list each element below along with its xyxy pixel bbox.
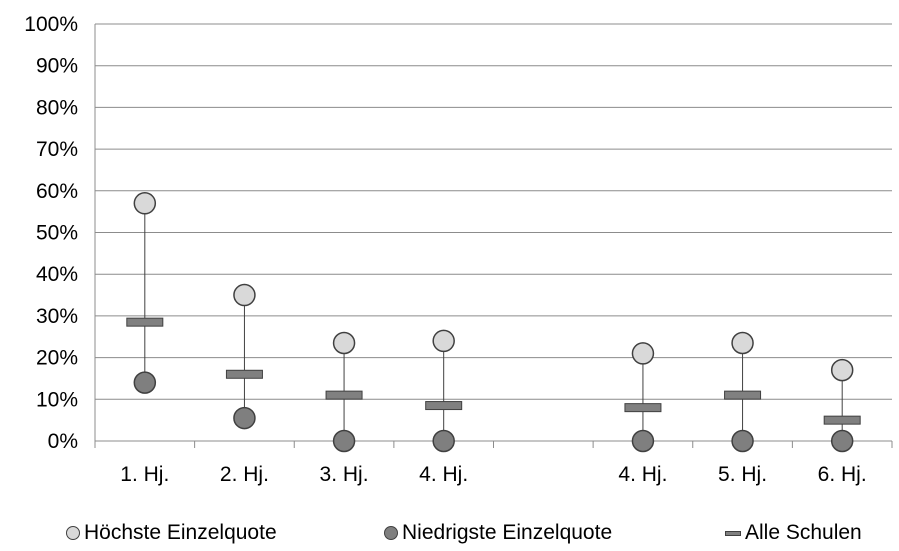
y-tick-label: 90% — [36, 55, 78, 78]
highest-point — [432, 329, 455, 353]
y-tick-label: 40% — [36, 263, 78, 286]
legend: Höchste Einzelquote Niedrigste Einzelquo… — [0, 518, 899, 551]
y-tick-label: 0% — [48, 430, 78, 453]
legend-item-all-schools: Alle Schulen — [725, 518, 862, 548]
all-schools-marker — [126, 317, 164, 327]
all-schools-marker — [823, 415, 861, 425]
y-tick-label: 30% — [36, 305, 78, 328]
legend-label-lowest: Niedrigste Einzelquote — [402, 521, 613, 544]
highest-point — [631, 342, 655, 365]
gridlines — [95, 23, 892, 400]
x-tick-label: 3. Hj. — [320, 463, 369, 486]
lowest-point — [432, 429, 455, 453]
tick-labels: 0% 10% 20% 30% 40% 50% 60% 70% 80% 90% 100% 1. Hj. 2… — [24, 13, 866, 486]
lowest-point — [731, 429, 754, 453]
legend-marker-highest — [66, 526, 80, 540]
all-schools-marker — [425, 401, 463, 411]
y-tick-label: 70% — [36, 138, 78, 161]
lowest-point — [332, 429, 356, 453]
x-tick-label: 2. Hj. — [220, 463, 269, 486]
chart: 0% 10% 20% 30% 40% 50% 60% 70% 80% 90% 100% 1. Hj. 2… — [24, 13, 893, 486]
lowest-point — [233, 406, 256, 430]
y-tick-label: 60% — [36, 180, 78, 203]
highest-point — [830, 358, 854, 382]
highest-point — [731, 331, 754, 355]
data-marks — [126, 192, 861, 453]
all-schools-marker — [325, 390, 363, 400]
x-tick-label: 4. Hj. — [618, 463, 667, 486]
y-tick-label: 20% — [36, 347, 78, 370]
y-tick-label: 50% — [36, 222, 78, 245]
x-tick-label: 5. Hj. — [718, 463, 767, 486]
lowest-point — [830, 429, 854, 453]
highest-point — [133, 192, 157, 215]
legend-marker-all-schools — [725, 530, 741, 536]
axes — [94, 24, 893, 448]
all-schools-marker — [225, 369, 263, 379]
lowest-point — [133, 371, 157, 394]
legend-marker-lowest — [384, 526, 398, 540]
legend-label-all-schools: Alle Schulen — [745, 521, 862, 544]
y-tick-label: 80% — [36, 96, 78, 119]
legend-label-highest: Höchste Einzelquote — [84, 521, 277, 544]
x-tick-label: 4. Hj. — [419, 463, 468, 486]
highest-point — [233, 283, 256, 307]
x-tick-label: 6. Hj. — [818, 463, 867, 486]
all-schools-marker — [624, 403, 662, 413]
legend-item-highest: Höchste Einzelquote — [66, 518, 277, 548]
all-schools-marker — [724, 390, 762, 400]
y-tick-label: 10% — [36, 388, 78, 411]
y-tick-label: 100% — [24, 13, 78, 36]
highest-point — [332, 331, 356, 355]
lowest-point — [631, 429, 655, 453]
legend-item-lowest: Niedrigste Einzelquote — [384, 518, 612, 548]
x-tick-label: 1. Hj. — [120, 463, 169, 486]
